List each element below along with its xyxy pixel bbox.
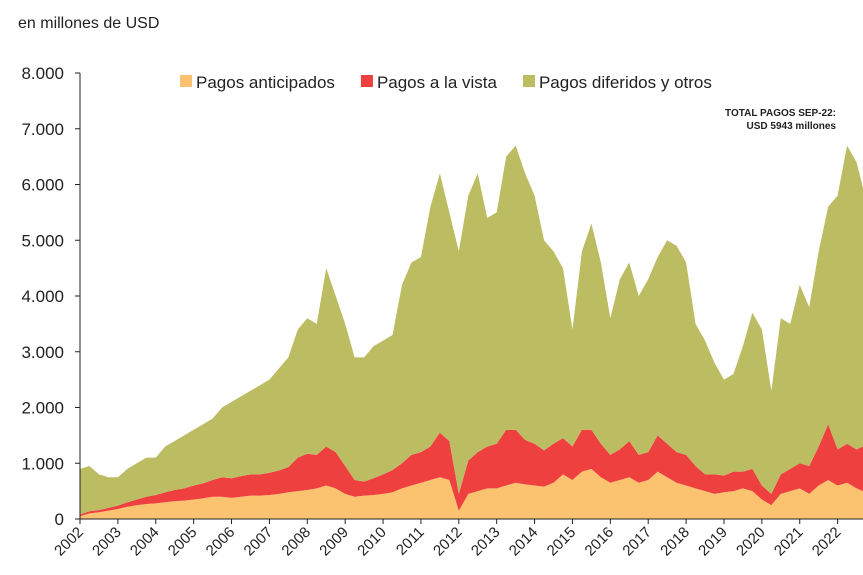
y-tick-label: 8.000 (21, 64, 64, 83)
x-tick-label: 2011 (393, 524, 428, 559)
subtitle: en millones de USD (18, 15, 159, 32)
y-tick-label: 4.000 (21, 287, 64, 306)
x-tick-label: 2022 (809, 524, 845, 560)
legend-swatch (180, 75, 192, 87)
x-tick-label: 2015 (544, 524, 580, 560)
x-tick-label: 2006 (203, 524, 239, 560)
x-tick-label: 2016 (582, 524, 618, 560)
y-tick-label: 1.000 (21, 454, 64, 473)
x-tick-label: 2004 (127, 524, 163, 560)
x-tick-label: 2020 (733, 524, 769, 560)
x-tick-label: 2019 (695, 524, 731, 560)
legend-label: Pagos diferidos y otros (539, 73, 712, 92)
x-tick-label: 2009 (316, 524, 352, 560)
x-tick-label: 2003 (89, 524, 125, 560)
x-tick-label: 2008 (278, 524, 314, 560)
annotation: USD 5943 millones (747, 121, 837, 132)
legend-label: Pagos anticipados (196, 73, 335, 92)
y-tick-label: 5.000 (21, 231, 64, 250)
area (80, 145, 863, 515)
area (80, 424, 863, 517)
x-tick-label: 2013 (468, 524, 504, 560)
legend-swatch (360, 75, 373, 87)
legend-swatch (522, 75, 535, 87)
x-tick-label: 2007 (241, 524, 277, 560)
y-tick-label: 0 (55, 510, 64, 529)
y-tick-label: 2.000 (21, 399, 64, 418)
x-tick-label: 2005 (165, 524, 201, 560)
x-tick-label: 2017 (619, 524, 655, 560)
x-tick-label: 2021 (771, 524, 807, 560)
legend-label: Pagos a la vista (377, 73, 498, 92)
x-tick-label: 2002 (51, 524, 87, 560)
x-tick-label: 2018 (657, 524, 693, 560)
y-tick-label: 7.000 (21, 120, 64, 139)
annotation: TOTAL PAGOS SEP-22: (725, 108, 836, 119)
x-tick-label: 2012 (430, 524, 466, 560)
area (80, 468, 863, 519)
x-tick-label: 2014 (506, 524, 542, 560)
y-tick-label: 6.000 (21, 176, 64, 195)
x-tick-label: 2010 (354, 524, 390, 560)
y-tick-label: 3.000 (21, 343, 64, 362)
